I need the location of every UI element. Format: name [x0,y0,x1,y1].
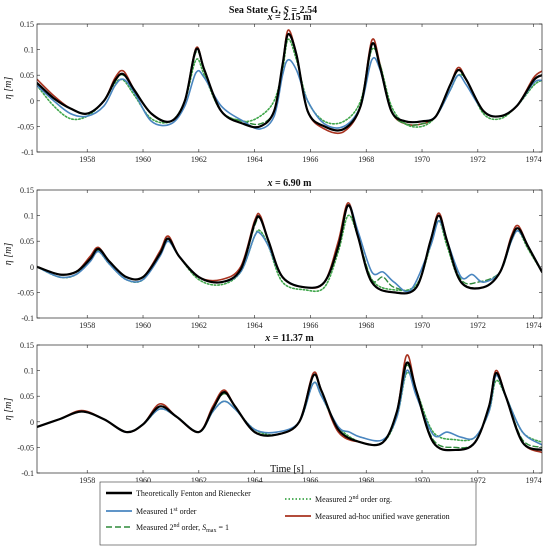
legend-label-fenton: Theoretically Fenton and Rienecker [136,489,251,498]
y-tick-label: -0.1 [21,469,34,478]
x-tick-label: 1972 [470,321,486,330]
y-axis-label: η [m] [3,77,14,100]
x-axis-label: Time [s] [270,464,304,475]
y-tick-label: 0.1 [24,46,34,55]
series-line-fenton [37,361,542,452]
x-tick-label: 1960 [135,155,151,164]
y-tick-label: -0.1 [21,148,34,157]
axes-frame [36,189,543,319]
x-tick-label: 1968 [358,476,374,485]
x-tick-label: 1958 [79,476,95,485]
x-tick-label: 1968 [358,155,374,164]
x-tick-label: 1964 [247,155,263,164]
series-line-measured-1st [37,204,542,293]
x-tick-label: 1972 [470,155,486,164]
x-tick-label: 1966 [302,476,318,485]
y-tick-label: -0.05 [17,122,34,131]
subplot-title: x = 2.15 m [266,12,312,23]
legend: Theoretically Fenton and Rienecker Measu… [99,481,477,546]
x-tick-label: 1968 [358,321,374,330]
legend-label-adhoc: Measured ad-hoc unified wave generation [315,512,450,521]
y-tick-label: 0 [30,97,34,106]
series-line-measured-1st [37,56,542,130]
x-tick-label: 1974 [526,476,542,485]
y-tick-label: -0.1 [21,314,34,323]
y-tick-label: -0.05 [17,443,34,452]
x-tick-label: 1970 [414,155,430,164]
x-tick-label: 1974 [526,321,542,330]
legend-label-measured-2nd-org: Measured 2nd order org. [315,495,392,504]
axes-frame [36,344,543,474]
x-tick-label: 1960 [135,321,151,330]
series-group [37,29,542,135]
x-tick-label: 1958 [79,155,95,164]
y-tick-label: 0.1 [24,212,34,221]
series-line-measured-1st [37,369,542,446]
x-tick-label: 1966 [302,155,318,164]
series-line-adhoc [37,201,542,295]
y-tick-label: 0.15 [20,186,34,195]
series-group [37,201,542,295]
y-tick-label: 0.05 [20,71,34,80]
x-tick-label: 1960 [135,476,151,485]
y-tick-label: 0 [30,263,34,272]
x-tick-label: 1964 [247,476,263,485]
y-tick-label: 0.05 [20,237,34,246]
y-tick-label: 0 [30,418,34,427]
series-group [37,354,542,454]
subplot-3: x = 11.37 m η [m] 1958 1960 1962 1964 1966 1968… [3,333,543,485]
x-tick-label: 1962 [191,321,207,330]
series-line-fenton [37,204,542,295]
x-tick-label: 1972 [470,476,486,485]
y-tick-label: 0.15 [20,341,34,350]
series-line-measured-2nd-org [37,214,542,293]
x-tick-label: 1970 [414,321,430,330]
x-tick-label: 1962 [191,476,207,485]
y-tick-label: 0.05 [20,392,34,401]
x-tick-label: 1958 [79,321,95,330]
subplot-2: x = 6.90 m η [m] 1958 1960 1962 1964 1966 1968 1… [3,178,543,330]
x-tick-label: 1964 [247,321,263,330]
x-tick-label: 1970 [414,476,430,485]
y-tick-label: 0.1 [24,367,34,376]
y-tick-label: 0.15 [20,20,34,29]
x-tick-label: 1966 [302,321,318,330]
figure-suptitle: Sea State G, S = 2.54 [229,5,317,16]
axes-frame [36,23,543,153]
legend-label-measured-2nd-smax1: Measured 2nd order, Smax = 1 [136,523,229,534]
y-axis-label: η [m] [3,398,14,421]
series-line-measured-2nd-org [37,371,542,446]
x-tick-label: 1974 [526,155,542,164]
series-line-fenton [37,33,542,132]
y-axis-label: η [m] [3,243,14,266]
legend-label-measured-1st: Measured 1st order [136,507,197,516]
subplots: x = 2.15 m η [m] 1958 1960 1962 1964 1966 1968 1… [3,12,543,485]
subplot-title: x = 11.37 m [264,333,314,344]
y-tick-label: -0.05 [17,288,34,297]
subplot-1: x = 2.15 m η [m] 1958 1960 1962 1964 1966 1968 1… [3,12,543,164]
subplot-title: x = 6.90 m [266,178,312,189]
legend-box [99,481,477,546]
x-tick-label: 1962 [191,155,207,164]
series-line-measured-2nd-smax1 [37,364,542,449]
